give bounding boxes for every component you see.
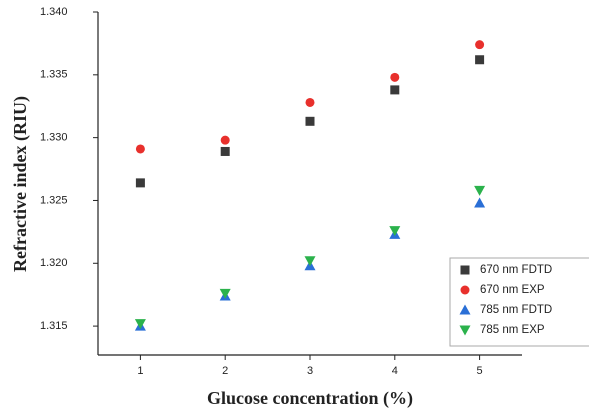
point: [305, 97, 315, 107]
point: [134, 319, 146, 330]
point: [220, 135, 230, 145]
legend-label: 785 nm FDTD: [480, 304, 552, 316]
legend-label: 670 nm FDTD: [480, 264, 552, 276]
legend-marker: [460, 285, 470, 295]
point: [390, 85, 400, 95]
y-tick-label: 1.320: [40, 257, 68, 269]
x-tick-label: 4: [392, 365, 398, 377]
point: [474, 185, 486, 196]
y-tick-label: 1.315: [40, 320, 68, 332]
point: [305, 116, 315, 126]
point: [475, 40, 485, 50]
point: [304, 256, 316, 267]
legend-label: 785 nm EXP: [480, 324, 545, 336]
legend-box: [449, 257, 589, 347]
x-tick-label: 5: [477, 365, 483, 377]
x-tick-label: 3: [307, 365, 313, 377]
point: [219, 288, 231, 299]
point: [389, 226, 401, 237]
point: [135, 178, 145, 188]
legend-marker: [459, 325, 471, 336]
legend-label: 670 nm EXP: [480, 284, 545, 296]
point: [475, 55, 485, 65]
x-tick-label: 2: [222, 365, 228, 377]
point: [220, 146, 230, 156]
y-tick-label: 1.330: [40, 132, 68, 144]
y-axis-label: Refractive index (RIU): [10, 96, 31, 272]
y-tick-label: 1.335: [40, 69, 68, 81]
y-tick-label: 1.340: [40, 6, 68, 18]
point: [135, 144, 145, 154]
legend-marker: [460, 265, 470, 275]
legend-marker: [459, 304, 471, 315]
point: [390, 72, 400, 82]
y-tick-label: 1.325: [40, 194, 68, 206]
x-axis-label: Glucose concentration (%): [207, 388, 413, 409]
point: [474, 197, 486, 208]
x-tick-label: 1: [137, 365, 143, 377]
